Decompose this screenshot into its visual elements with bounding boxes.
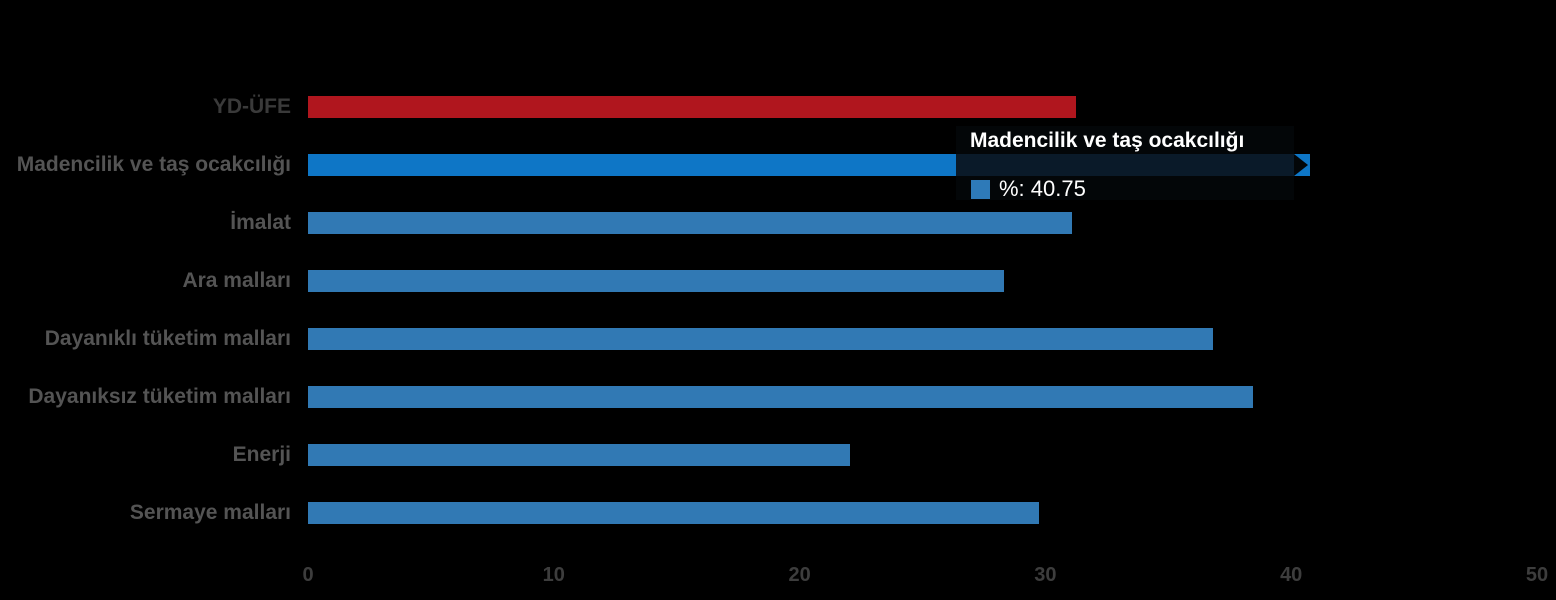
tooltip-highlight-band	[956, 154, 1294, 176]
bar-track	[308, 154, 1537, 176]
chart-row: Enerji	[0, 426, 1537, 484]
category-label: İmalat	[230, 211, 291, 235]
bar-0[interactable]	[308, 96, 1077, 118]
bar-7[interactable]	[308, 502, 1040, 524]
tooltip-title: Madencilik ve taş ocakcılığı	[970, 129, 1245, 152]
category-label: Enerji	[232, 443, 291, 467]
chart-row: Dayanıklı tüketim malları	[0, 310, 1537, 368]
bar-track	[308, 502, 1537, 524]
chart-row: İmalat	[0, 194, 1537, 252]
bar-track	[308, 212, 1537, 234]
x-axis: 0 10 20 30 40 50	[302, 564, 1548, 592]
x-tick-label: 10	[542, 564, 565, 586]
bar-3[interactable]	[308, 270, 1004, 292]
category-label: Ara malları	[182, 269, 291, 293]
x-tick-label: 0	[302, 564, 314, 586]
bar-track	[308, 386, 1537, 408]
rows: YD-ÜFE Madencilik ve taş ocakcılığı İmalat…	[0, 78, 1537, 542]
x-tick-label: 30	[1034, 564, 1057, 586]
chart-row: Dayanıksız tüketim malları	[0, 368, 1537, 426]
bar-track	[308, 328, 1537, 350]
x-tick-label: 20	[788, 564, 811, 586]
bar-4[interactable]	[308, 328, 1213, 350]
bar-track	[308, 96, 1537, 118]
chart-row: Ara malları	[0, 252, 1537, 310]
category-label: Dayanıksız tüketim malları	[28, 385, 291, 409]
bar-2[interactable]	[308, 212, 1073, 234]
bar-track	[308, 270, 1537, 292]
category-label: Madencilik ve taş ocakcılığı	[16, 153, 291, 177]
legend-swatch	[971, 179, 990, 199]
tooltip-value-label: %: 40.75	[999, 176, 1086, 201]
tooltip-value-row: %: 40.75	[971, 176, 1086, 202]
bar-6[interactable]	[308, 444, 850, 466]
category-label: Dayanıklı tüketim malları	[44, 327, 291, 351]
bar-5[interactable]	[308, 386, 1254, 408]
tooltip: Madencilik ve taş ocakcılığı %: 40.75	[956, 126, 1294, 202]
chart-row: YD-ÜFE	[0, 78, 1537, 136]
x-tick-label: 50	[1525, 564, 1549, 586]
x-tick-label: 40	[1280, 564, 1303, 586]
bar-track	[308, 444, 1537, 466]
chart-row: Sermaye malları	[0, 484, 1537, 542]
category-label: YD-ÜFE	[212, 95, 291, 119]
category-label: Sermaye malları	[129, 501, 291, 525]
